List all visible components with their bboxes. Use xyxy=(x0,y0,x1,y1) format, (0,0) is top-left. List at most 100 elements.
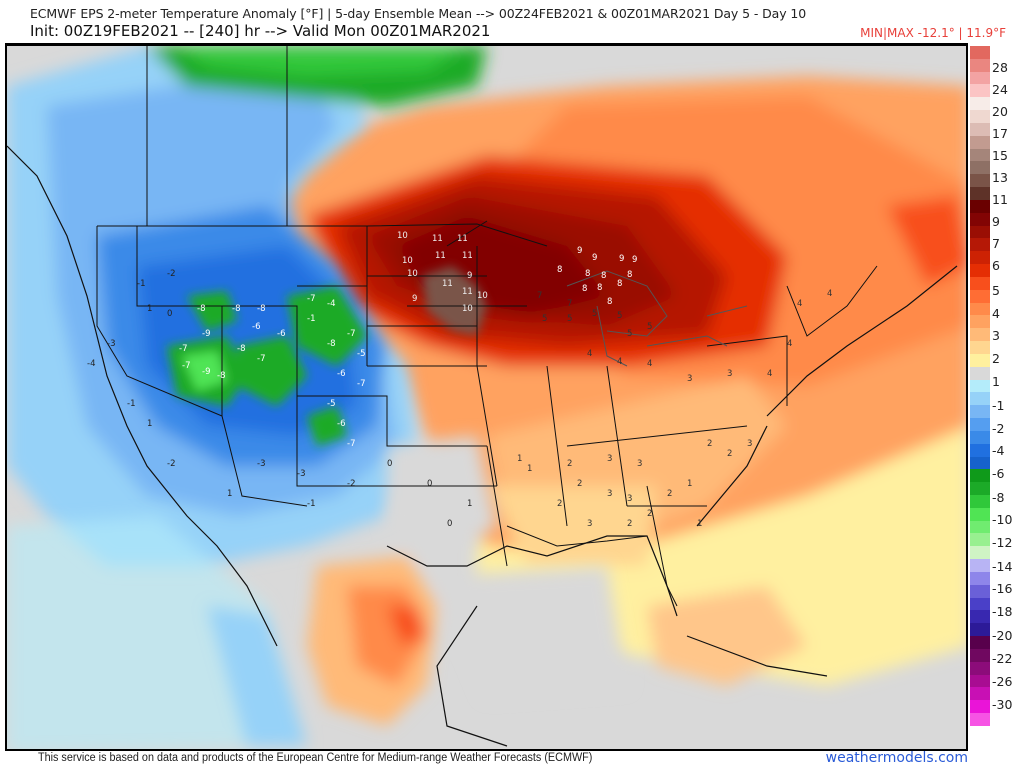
svg-text:9: 9 xyxy=(412,294,417,304)
colorbar-segment xyxy=(970,469,990,483)
colorbar-segment xyxy=(970,443,990,457)
colorbar-segment xyxy=(970,520,990,534)
svg-text:5: 5 xyxy=(592,309,597,319)
colorbar-segment xyxy=(970,264,990,277)
colorbar-segment xyxy=(970,507,990,521)
svg-text:-4: -4 xyxy=(87,359,95,369)
colorbar-segment xyxy=(970,122,990,136)
chart-subtitle: Init: 00Z19FEB2021 -- [240] hr --> Valid… xyxy=(30,22,491,40)
colorbar-segment xyxy=(970,648,990,662)
svg-text:11: 11 xyxy=(442,279,453,289)
svg-text:-8: -8 xyxy=(327,339,335,349)
svg-text:3: 3 xyxy=(637,459,642,469)
political-borders xyxy=(96,46,878,607)
svg-text:0: 0 xyxy=(167,309,172,319)
attribution-text: This service is based on data and produc… xyxy=(38,752,593,764)
colorbar-tick-label: 13 xyxy=(992,170,1008,185)
colorbar-segment xyxy=(970,212,990,226)
svg-text:2: 2 xyxy=(577,479,582,489)
colorbar-segment xyxy=(970,199,990,213)
colorbar-tick-label: -10 xyxy=(992,512,1013,527)
svg-text:-7: -7 xyxy=(182,361,190,371)
colorbar-segment xyxy=(970,571,990,585)
svg-text:0: 0 xyxy=(427,479,432,489)
svg-text:-2: -2 xyxy=(347,479,355,489)
svg-text:11: 11 xyxy=(462,251,473,261)
colorbar-tick-label: -20 xyxy=(992,628,1013,643)
svg-text:9: 9 xyxy=(632,255,637,265)
svg-text:0: 0 xyxy=(447,519,452,529)
colorbar-segment xyxy=(970,225,990,239)
svg-text:-1: -1 xyxy=(137,279,145,289)
colorbar-tick-label: -12 xyxy=(992,535,1013,550)
svg-text:8: 8 xyxy=(557,265,562,275)
chart-title: ECMWF EPS 2-meter Temperature Anomaly [°… xyxy=(30,6,807,21)
svg-text:-7: -7 xyxy=(307,294,315,304)
svg-text:-6: -6 xyxy=(337,369,345,379)
colorbar-segment xyxy=(970,456,990,470)
svg-text:-1: -1 xyxy=(307,314,315,324)
svg-text:8: 8 xyxy=(627,270,632,280)
colorbar-tick-label: 20 xyxy=(992,104,1008,119)
svg-text:-7: -7 xyxy=(257,354,265,364)
svg-text:5: 5 xyxy=(567,314,572,324)
svg-text:8: 8 xyxy=(597,283,602,293)
colorbar-segment xyxy=(970,392,990,406)
colorbar-tick-label: -2 xyxy=(992,421,1005,436)
colorbar-segment xyxy=(970,687,990,701)
svg-text:5: 5 xyxy=(617,311,622,321)
svg-text:11: 11 xyxy=(435,251,446,261)
svg-text:-3: -3 xyxy=(257,459,265,469)
colorbar-segment xyxy=(970,251,990,265)
colorbar-segment xyxy=(970,302,990,316)
svg-text:3: 3 xyxy=(607,489,612,499)
colorbar-segment xyxy=(970,84,990,98)
colorbar-segment xyxy=(970,559,990,572)
svg-text:-2: -2 xyxy=(167,269,175,279)
svg-text:-2: -2 xyxy=(167,459,175,469)
svg-text:-8: -8 xyxy=(217,371,225,381)
colorbar-tick-label: -6 xyxy=(992,466,1005,481)
svg-text:-4: -4 xyxy=(327,299,335,309)
svg-text:8: 8 xyxy=(607,297,612,307)
svg-text:9: 9 xyxy=(592,253,597,263)
svg-text:-7: -7 xyxy=(347,329,355,339)
svg-text:-8: -8 xyxy=(232,304,240,314)
svg-text:1: 1 xyxy=(467,499,472,509)
svg-text:3: 3 xyxy=(687,374,692,384)
southeast-values: 11 2 3 32 3 32 3 22 211 223 xyxy=(517,439,752,529)
colorbar-tick-label: -22 xyxy=(992,651,1013,666)
svg-text:2: 2 xyxy=(567,459,572,469)
colorbar-tick-label: 4 xyxy=(992,306,1000,321)
svg-text:2: 2 xyxy=(727,449,732,459)
colorbar-segment xyxy=(970,161,990,175)
colorbar-segment xyxy=(970,187,990,200)
colorbar-segment xyxy=(970,700,990,714)
colorbar-tick-label: -30 xyxy=(992,697,1013,712)
colorbar-tick-label: 17 xyxy=(992,126,1008,141)
colorbar-tick-label: 2 xyxy=(992,351,1000,366)
svg-text:-9: -9 xyxy=(202,329,210,339)
site-link[interactable]: weathermodels.com xyxy=(825,750,968,766)
svg-text:2: 2 xyxy=(627,519,632,529)
svg-text:-6: -6 xyxy=(337,419,345,429)
colorbar-tick-label: -1 xyxy=(992,398,1005,413)
colorbar-segment xyxy=(970,110,990,123)
svg-text:8: 8 xyxy=(585,269,590,279)
svg-text:5: 5 xyxy=(542,314,547,324)
svg-text:-6: -6 xyxy=(277,329,285,339)
svg-text:-5: -5 xyxy=(357,349,365,359)
svg-text:-3: -3 xyxy=(297,469,305,479)
colorbar-tick-label: -26 xyxy=(992,674,1013,689)
colorbar-tick-label: 11 xyxy=(992,192,1008,207)
svg-text:-7: -7 xyxy=(357,379,365,389)
svg-text:2: 2 xyxy=(707,439,712,449)
colorbar-tick-label: -18 xyxy=(992,604,1013,619)
svg-text:0: 0 xyxy=(387,459,392,469)
svg-text:4: 4 xyxy=(827,289,832,299)
colorbar-segment xyxy=(970,58,990,72)
svg-text:2: 2 xyxy=(557,499,562,509)
